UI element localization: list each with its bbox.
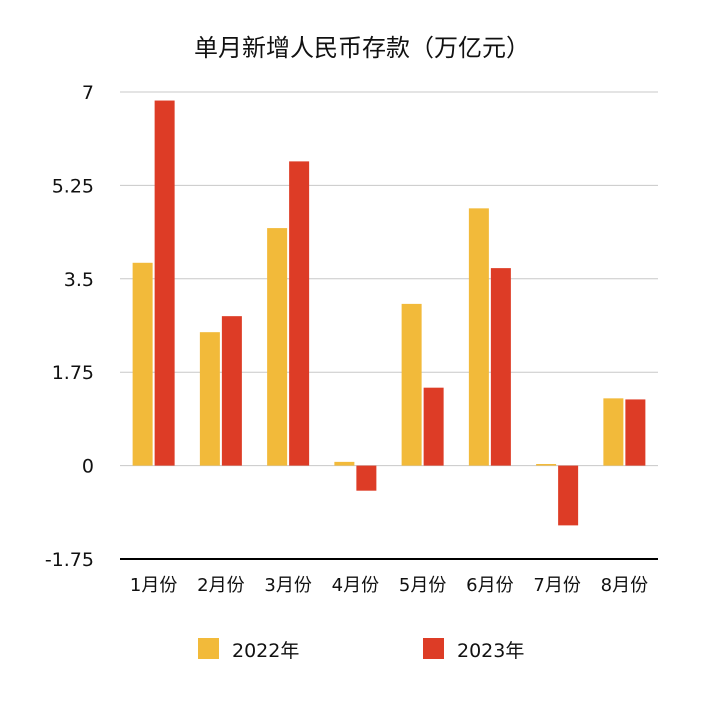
x-tick-label: 8月份 <box>601 575 648 596</box>
y-tick-label: -1.75 <box>45 549 94 571</box>
bar-2023年-1月份[interactable] <box>154 100 175 466</box>
x-axis: 1月份 2月份 3月份 4月份 5月份 6月份 7月份 8月份 <box>120 558 658 596</box>
x-tick-label: 6月份 <box>466 575 513 596</box>
x-tick-label: 7月份 <box>533 575 580 596</box>
legend-label: 2022年 <box>232 640 299 662</box>
legend-swatch <box>423 638 444 659</box>
y-axis-ticks: 7 5.25 3.5 1.75 0 -1.75 <box>45 82 94 571</box>
bar-2023年-2月份[interactable] <box>221 316 242 466</box>
bar-2022年-4月份[interactable] <box>334 461 355 466</box>
bar-2023年-3月份[interactable] <box>289 161 310 466</box>
bar-2022年-5月份[interactable] <box>401 303 422 466</box>
bar-2022年-7月份[interactable] <box>536 463 557 466</box>
y-tick-label: 7 <box>82 82 94 104</box>
x-tick-label: 2月份 <box>197 575 244 596</box>
y-tick-label: 5.25 <box>52 175 94 197</box>
bar-2023年-7月份[interactable] <box>558 465 579 526</box>
y-tick-label: 3.5 <box>64 269 94 291</box>
chart-title: 单月新增人民币存款（万亿元） <box>194 34 530 62</box>
bar-2023年-5月份[interactable] <box>423 387 444 466</box>
x-tick-label: 3月份 <box>264 575 311 596</box>
bar-2022年-2月份[interactable] <box>199 332 220 466</box>
legend-label: 2023年 <box>457 640 524 662</box>
y-tick-label: 0 <box>82 456 94 478</box>
y-tick-label: 1.75 <box>52 362 94 384</box>
bar-2022年-1月份[interactable] <box>132 262 153 466</box>
bar-2023年-6月份[interactable] <box>490 268 511 466</box>
bar-2022年-3月份[interactable] <box>267 228 288 466</box>
legend: 2022年 2023年 <box>198 638 524 662</box>
x-tick-label: 1月份 <box>130 575 177 596</box>
x-tick-label: 5月份 <box>399 575 446 596</box>
bars <box>132 100 646 526</box>
bar-2022年-6月份[interactable] <box>468 208 489 466</box>
legend-swatch <box>198 638 219 659</box>
x-tick-label: 4月份 <box>332 575 379 596</box>
bar-2022年-8月份[interactable] <box>603 398 624 466</box>
bar-2023年-8月份[interactable] <box>625 399 646 466</box>
bar-2023年-4月份[interactable] <box>356 465 377 491</box>
